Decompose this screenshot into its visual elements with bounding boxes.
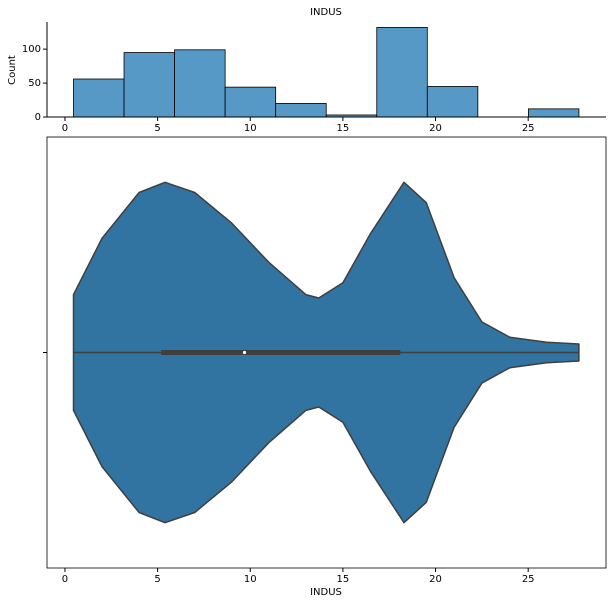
y-tick-label: 100 — [22, 44, 41, 55]
y-axis-label: Count — [7, 55, 18, 85]
hist-bar — [73, 78, 125, 118]
x-tick-label: 20 — [429, 574, 442, 585]
x-tick-label: 15 — [337, 123, 350, 134]
x-tick-label: 0 — [62, 123, 68, 134]
x-tick-label: 20 — [429, 123, 442, 134]
axes-frame — [46, 136, 607, 569]
hist-bar — [174, 49, 226, 118]
x-tick-label: 10 — [244, 574, 257, 585]
hist-bar — [123, 52, 175, 118]
x-tick-label: 5 — [154, 574, 160, 585]
x-tick-label: 25 — [522, 574, 535, 585]
hist-bar — [528, 108, 580, 118]
x-tick-label: 0 — [62, 574, 68, 585]
y-tick-label: 50 — [28, 78, 41, 89]
hist-bar — [224, 86, 277, 118]
x-axis-label: INDUS — [310, 587, 342, 598]
hist-bar — [376, 27, 428, 118]
hist-title: INDUS — [310, 7, 342, 18]
x-tick-label: 25 — [522, 123, 535, 134]
x-tick-label: 5 — [154, 123, 160, 134]
x-tick-label: 10 — [244, 123, 257, 134]
hist-bar — [426, 86, 479, 118]
median — [242, 350, 247, 355]
hist-bar — [275, 103, 327, 118]
y-tick-label: 0 — [35, 112, 41, 123]
x-tick-label: 15 — [337, 574, 350, 585]
